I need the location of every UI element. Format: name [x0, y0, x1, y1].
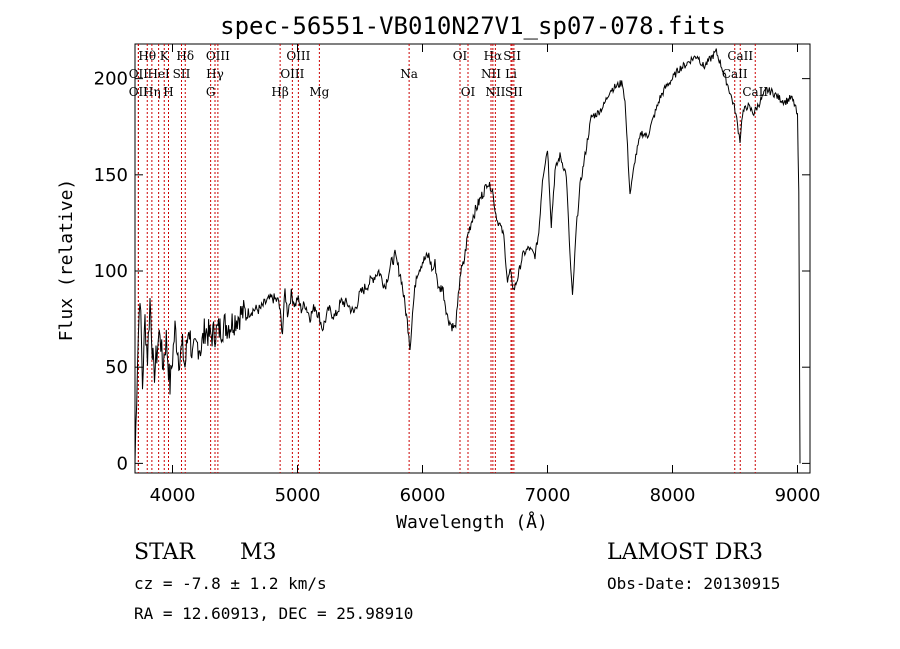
marker-label-12: Hβ	[271, 85, 288, 99]
marker-label-23: Li	[505, 67, 517, 81]
x-tick-label-5: 9000	[775, 485, 821, 506]
marker-label-21: NII	[485, 85, 505, 99]
marker-label-18: OI	[461, 85, 476, 99]
x-tick-label-1: 5000	[275, 485, 321, 506]
marker-label-2: OII	[129, 85, 149, 99]
marker-label-15: Mg	[309, 85, 329, 99]
object-subclass: M3	[240, 540, 277, 565]
marker-label-4: K	[160, 49, 170, 63]
marker-label-0: Hθ	[138, 49, 156, 63]
marker-label-19: Hα	[484, 49, 503, 63]
marker-label-27: CaII	[742, 85, 768, 99]
x-tick-label-3: 7000	[525, 485, 571, 506]
marker-label-14: OIII	[280, 67, 304, 81]
marker-label-11: G	[206, 85, 216, 99]
x-tick-label-4: 8000	[650, 485, 696, 506]
marker-label-20: NII	[481, 67, 501, 81]
y-tick-label-1: 50	[105, 357, 128, 378]
marker-label-17: OI	[453, 49, 468, 63]
marker-label-10: Hγ	[206, 67, 224, 81]
marker-label-8: SII	[173, 67, 191, 81]
y-axis-label: Flux (relative)	[56, 179, 77, 342]
chart-title: spec-56551-VB010N27V1_sp07-078.fits	[220, 12, 726, 40]
x-axis-label: Wavelength (Å)	[396, 511, 548, 533]
y-tick-label-3: 150	[94, 165, 128, 186]
y-tick-label-0: 0	[117, 453, 128, 474]
flux-series-line	[134, 48, 801, 464]
survey-name: LAMOST DR3	[607, 540, 763, 565]
marker-label-6: H	[163, 85, 173, 99]
marker-label-26: CaII	[722, 67, 748, 81]
coordinates: RA = 12.60913, DEC = 25.98910	[134, 604, 414, 623]
marker-label-24: SII	[505, 85, 523, 99]
y-tick-label-4: 200	[94, 69, 128, 90]
marker-label-5: HeI	[147, 67, 170, 81]
object-class: STAR	[134, 540, 195, 565]
marker-label-7: Hδ	[176, 49, 194, 63]
marker-label-9: OIII	[206, 49, 230, 63]
x-tick-label-0: 4000	[150, 485, 196, 506]
observation-date: Obs-Date: 20130915	[607, 574, 781, 593]
axes: 4000 5000 6000 7000 8000 9000 0 50 100 150 200	[94, 44, 821, 506]
marker-label-16: Na	[400, 67, 418, 81]
plot-frame	[134, 43, 811, 474]
x-tick-label-2: 6000	[400, 485, 446, 506]
y-tick-label-2: 100	[94, 261, 128, 282]
marker-label-22: SII	[503, 49, 521, 63]
marker-label-3: Hη	[143, 85, 161, 99]
redshift-velocity: cz = -7.8 ± 1.2 km/s	[134, 574, 327, 593]
marker-label-13: OIII	[286, 49, 310, 63]
marker-label-25: CaII	[727, 49, 753, 63]
